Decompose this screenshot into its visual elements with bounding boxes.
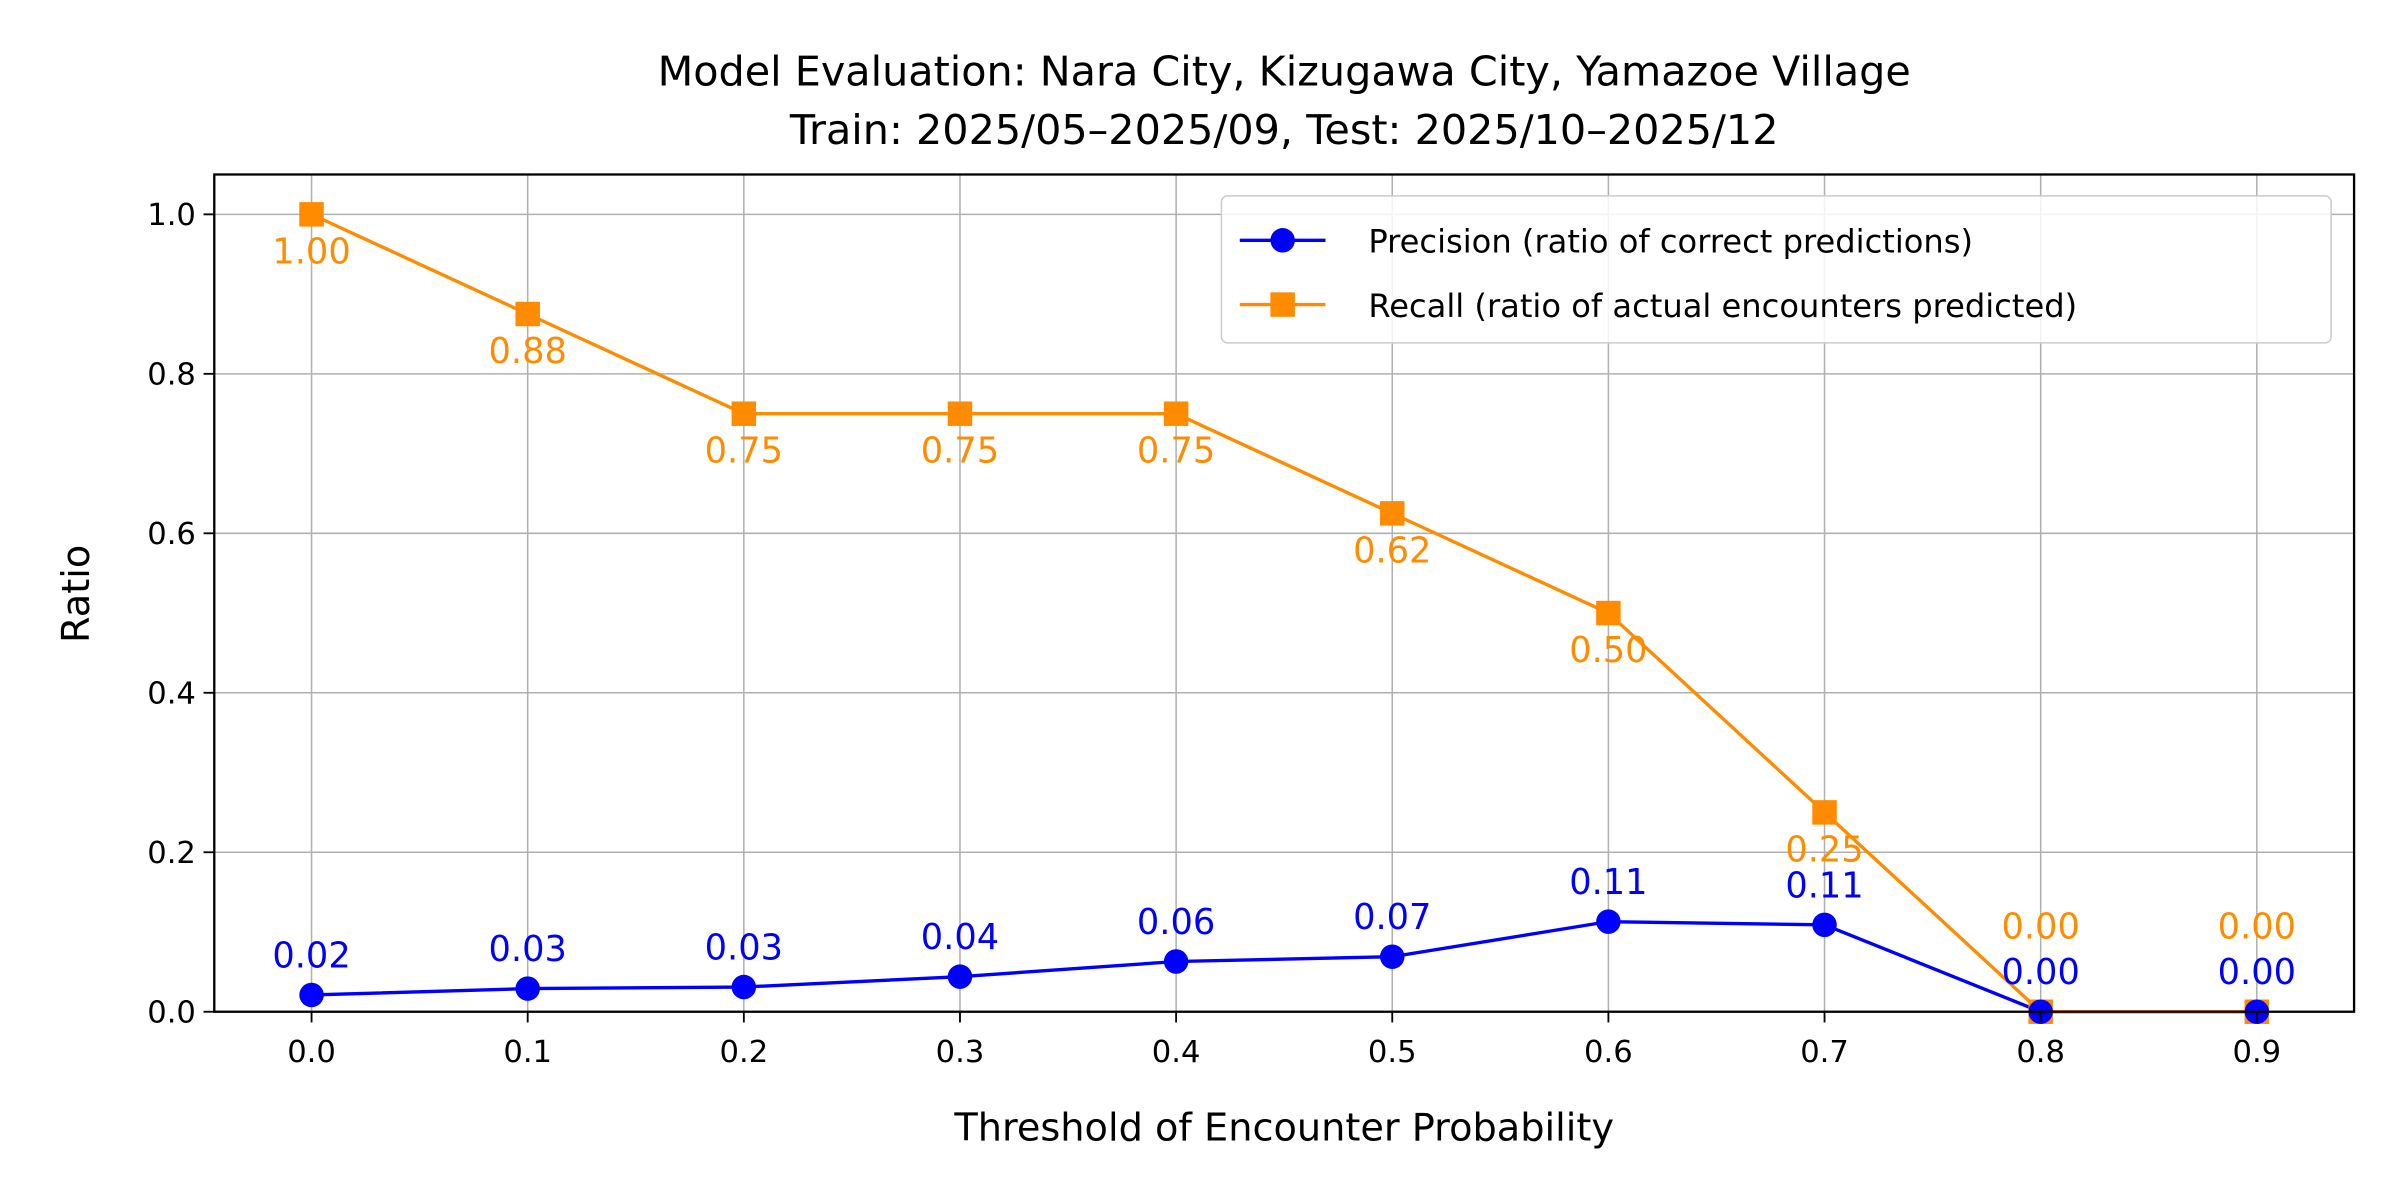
x-tick-label: 0.6 — [1584, 1035, 1633, 1070]
data-label: 0.00 — [2218, 906, 2296, 947]
y-tick-label: 0.8 — [147, 358, 196, 393]
data-point-circle — [515, 976, 540, 1001]
series-line-1 — [310, 212, 2257, 1014]
data-point-square — [1812, 800, 1837, 825]
plot-frame — [213, 173, 2356, 1013]
data-label: 1.00 — [272, 231, 350, 272]
y-tick-label: 1.0 — [147, 198, 196, 233]
data-label: 0.50 — [1569, 630, 1647, 671]
chart-subtitle: Train: 2025/05–2025/09, Test: 2025/10–20… — [789, 106, 1779, 154]
data-point-square — [947, 401, 973, 426]
legend-square-marker — [1270, 292, 1295, 317]
data-point-square — [1380, 501, 1405, 526]
data-point-square — [1596, 600, 1621, 626]
x-tick-label: 0.1 — [503, 1035, 552, 1070]
chart-title: Model Evaluation: Nara City, Kizugawa Ci… — [658, 48, 1911, 96]
data-label: 0.11 — [1569, 862, 1647, 903]
data-point-circle — [947, 964, 973, 989]
data-point-circle — [299, 982, 324, 1008]
legend-box — [1220, 195, 2332, 344]
axis-ticks: 0.0 0.1 0.2 0.3 0.4 0.5 0.6 0.7 0.8 0.9 0.0 0.2 0.4 0… — [147, 198, 2281, 1070]
x-tick-label: 0.2 — [719, 1035, 768, 1070]
data-label: 0.03 — [489, 929, 567, 970]
data-labels: 1.00 0.88 0.75 0.75 0.75 0.62 0.50 0.25 0.00 0.00… — [272, 231, 2296, 993]
data-point-square — [1163, 401, 1189, 426]
y-tick-label: 0.6 — [147, 517, 196, 552]
x-tick-label: 0.0 — [287, 1035, 336, 1070]
data-label: 0.88 — [489, 331, 567, 372]
data-label: 0.75 — [921, 431, 999, 472]
x-tick-label: 0.8 — [2016, 1035, 2065, 1070]
data-point-circle — [1812, 912, 1837, 938]
data-label: 0.00 — [2218, 952, 2296, 993]
data-label: 0.75 — [1137, 431, 1215, 472]
x-tick-label: 0.5 — [1368, 1035, 1417, 1070]
data-point-circle — [1596, 909, 1621, 934]
data-point-circle — [1163, 949, 1189, 974]
data-point-square — [515, 301, 540, 327]
data-label: 0.02 — [272, 935, 350, 976]
x-tick-label: 0.3 — [936, 1035, 985, 1070]
data-point-square — [299, 202, 324, 227]
legend-label: Recall (ratio of actual encounters predi… — [1368, 287, 2077, 325]
data-point-square — [731, 401, 757, 426]
x-tick-label: 0.7 — [1800, 1035, 1849, 1070]
data-label: 0.03 — [705, 927, 783, 968]
data-label: 0.62 — [1353, 530, 1431, 571]
legend-circle-marker — [1270, 228, 1295, 253]
data-point-circle — [1380, 944, 1405, 969]
data-label: 0.07 — [1353, 897, 1431, 938]
legend-label: Precision (ratio of correct predictions) — [1368, 223, 1973, 261]
x-axis-label: Threshold of Encounter Probability — [953, 1105, 1614, 1150]
legend: Precision (ratio of correct predictions)… — [1220, 195, 2332, 344]
data-label: 0.06 — [1137, 902, 1215, 943]
data-label: 0.04 — [921, 917, 999, 958]
data-label: 0.00 — [2001, 906, 2079, 947]
data-point-circle — [731, 974, 757, 1000]
y-axis-label: Ratio — [54, 545, 99, 643]
y-tick-label: 0.2 — [147, 836, 196, 871]
data-label: 0.11 — [1785, 865, 1863, 906]
y-tick-label: 0.0 — [147, 995, 196, 1030]
series-line-0 — [311, 919, 2257, 1014]
data-label: 0.25 — [1785, 829, 1863, 870]
data-label: 0.75 — [705, 431, 783, 472]
x-tick-label: 0.9 — [2232, 1035, 2281, 1070]
x-tick-label: 0.4 — [1152, 1035, 1201, 1070]
series-lines — [310, 212, 2257, 1014]
data-label: 0.00 — [2001, 952, 2079, 993]
y-tick-label: 0.4 — [147, 676, 196, 711]
